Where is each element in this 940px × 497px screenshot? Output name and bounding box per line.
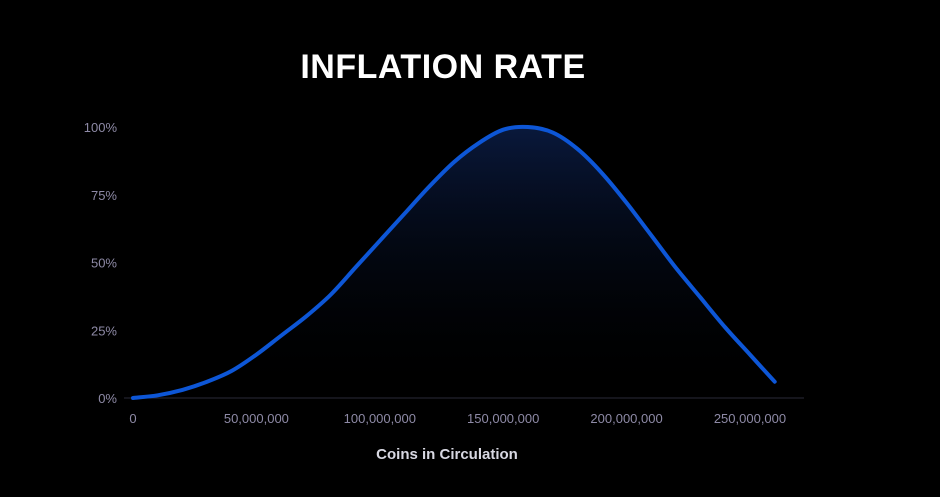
y-tick-label: 25% xyxy=(91,323,117,338)
y-tick-label: 0% xyxy=(98,391,117,406)
series-line xyxy=(131,124,777,400)
y-axis-ticks: 0% 25% 50% 75% 100% xyxy=(84,120,118,406)
x-tick-label: 200,000,000 xyxy=(590,411,662,426)
x-tick-label: 0 xyxy=(129,411,136,426)
x-tick-label: 100,000,000 xyxy=(344,411,416,426)
x-tick-label: 250,000,000 xyxy=(714,411,786,426)
y-tick-label: 50% xyxy=(91,256,117,271)
y-tick-label: 75% xyxy=(91,188,117,203)
y-tick-label: 100% xyxy=(84,120,118,135)
chart-title: INFLATION RATE xyxy=(300,48,585,86)
x-axis-label: Coins in Circulation xyxy=(376,446,518,463)
x-axis-ticks: 0 50,000,000 100,000,000 150,000,000 200,000… xyxy=(129,411,786,426)
series-area-fill xyxy=(133,126,775,398)
x-tick-label: 50,000,000 xyxy=(224,411,289,426)
x-tick-label: 150,000,000 xyxy=(467,411,539,426)
